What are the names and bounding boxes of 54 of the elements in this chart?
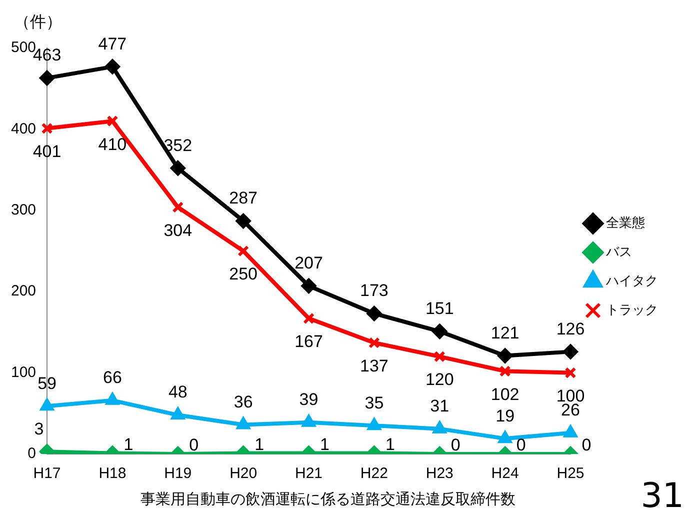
data-label: 0 xyxy=(450,436,460,455)
x-tick-label: H21 xyxy=(295,465,323,482)
x-tick-label: H19 xyxy=(164,465,192,482)
data-label: 26 xyxy=(561,400,580,420)
data-label: 304 xyxy=(164,220,192,240)
y-tick-label: 200 xyxy=(10,282,36,300)
data-label: 66 xyxy=(103,368,122,388)
y-axis-title: （件） xyxy=(14,12,62,33)
y-tick-label: 100 xyxy=(10,364,36,381)
data-label: 287 xyxy=(229,188,258,208)
data-label: 126 xyxy=(556,319,585,338)
text: 31 xyxy=(640,476,684,516)
data-label: 36 xyxy=(234,392,253,412)
data-label: 0 xyxy=(516,436,526,455)
data-label: 477 xyxy=(98,34,127,54)
x-tick-label: H17 xyxy=(33,465,61,482)
data-label: 401 xyxy=(32,142,62,162)
data-label: 250 xyxy=(229,264,258,284)
x-tick-label: H22 xyxy=(360,465,388,482)
data-label: 39 xyxy=(299,390,318,410)
x-axis-title: 事業用自動車の飲酒運転に係る道路交通法違反取締件数 xyxy=(140,490,516,508)
x-tick-label: H24 xyxy=(491,465,519,482)
data-label: 102 xyxy=(490,384,520,404)
data-label: 1 xyxy=(320,434,330,454)
data-label: 0 xyxy=(582,436,592,455)
data-label: 121 xyxy=(490,323,520,342)
data-label: 0 xyxy=(189,436,199,455)
legend-label: 全業態 xyxy=(606,216,645,231)
x-tick-label: H23 xyxy=(426,465,454,482)
legend-label: トラック xyxy=(606,302,658,318)
data-label: 207 xyxy=(294,254,323,273)
data-label: 3 xyxy=(34,419,44,438)
y-tick-label: 0 xyxy=(28,445,36,462)
x-tick-label: H18 xyxy=(98,465,126,482)
data-label: 48 xyxy=(168,382,188,402)
data-label: 59 xyxy=(38,374,56,393)
data-label: 1 xyxy=(124,434,134,454)
data-label: 137 xyxy=(360,356,388,376)
data-label: 151 xyxy=(425,299,454,318)
x-tick-label: H25 xyxy=(556,465,584,482)
legend-label: ハイタク xyxy=(605,274,658,289)
y-tick-label: 300 xyxy=(10,202,36,219)
data-label: 19 xyxy=(496,406,515,426)
data-label: 31 xyxy=(430,396,450,416)
data-label: 35 xyxy=(364,393,384,412)
data-label: 1 xyxy=(254,434,264,454)
y-tick-label: 400 xyxy=(10,120,36,138)
data-label: 410 xyxy=(98,134,127,154)
data-label: 167 xyxy=(294,332,323,352)
legend-label: バス xyxy=(605,244,632,260)
data-label: 173 xyxy=(360,281,388,300)
data-label: 120 xyxy=(425,370,454,390)
x-tick-label: H20 xyxy=(230,465,258,482)
data-label: 1 xyxy=(385,434,395,454)
